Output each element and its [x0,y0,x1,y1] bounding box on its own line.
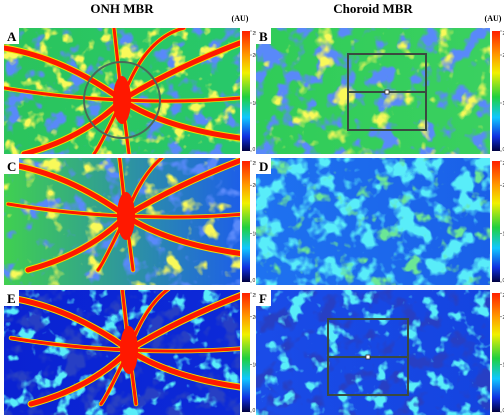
vessels [4,28,240,154]
colorbar-tick-label: 0 [253,278,256,284]
colorbar-tick-label: 0 [503,408,504,414]
speckle [256,158,490,285]
label-box [4,290,19,306]
colorbar [492,31,500,151]
label-box [256,290,271,306]
panel-label: A [7,29,17,44]
colorbar-tick-label: 10 [253,101,259,107]
panel-label: E [7,291,16,306]
colorbar-tick-label: 10 [503,232,504,238]
colorbar-tick-label: 10 [503,362,504,368]
right-unit: (AU) [485,14,502,23]
image-panel [256,290,490,415]
colorbar-tick-label: 20 [253,315,259,321]
colorbar-tick-label: 25 [503,293,504,299]
colorbar [492,293,500,412]
label-box [256,158,271,174]
colorbar-tick-label: 20 [503,315,504,321]
colorbar-tick-label: 25 [503,161,504,167]
colorbar-tick-label: 25 [253,293,259,299]
colorbar-tick-label: 20 [503,53,504,59]
colorbar-tick-label: 20 [253,53,259,59]
left-title: ONH MBR [90,1,154,16]
colorbar [242,31,250,151]
colorbar-tick-label: 0 [253,408,256,414]
colorbar [242,161,250,282]
colorbar-tick-label: 25 [253,161,259,167]
image-panel [256,158,490,285]
image-panel [4,28,240,154]
disc-outline [83,61,161,139]
vessels [7,290,240,408]
colorbar-tick-label: 10 [253,232,259,238]
panel-label: B [259,29,268,44]
colorbar [242,293,250,412]
colorbar-tick-label: 10 [253,362,259,368]
colorbar-tick-label: 25 [253,31,259,37]
label-box [4,158,19,174]
right-title: Choroid MBR [333,1,413,16]
panel-label: D [259,159,268,174]
image-panel [4,158,240,285]
colorbar-tick-label: 20 [253,183,259,189]
speckle [256,290,490,415]
image-panel [256,28,490,154]
colorbar-tick-label: 0 [503,147,504,153]
image-panel [4,290,240,415]
label-box [256,28,271,44]
colorbar-tick-label: 0 [253,147,256,153]
panel-label: F [259,291,267,306]
label-box [4,28,19,44]
colorbar-tick-label: 25 [503,31,504,37]
vessels [4,158,240,274]
left-unit: (AU) [232,14,249,23]
panel-label: C [7,159,16,174]
colorbar-tick-label: 10 [503,101,504,107]
colorbar [492,161,500,282]
colorbar-tick-label: 20 [503,183,504,189]
colorbar-tick-label: 0 [503,278,504,284]
